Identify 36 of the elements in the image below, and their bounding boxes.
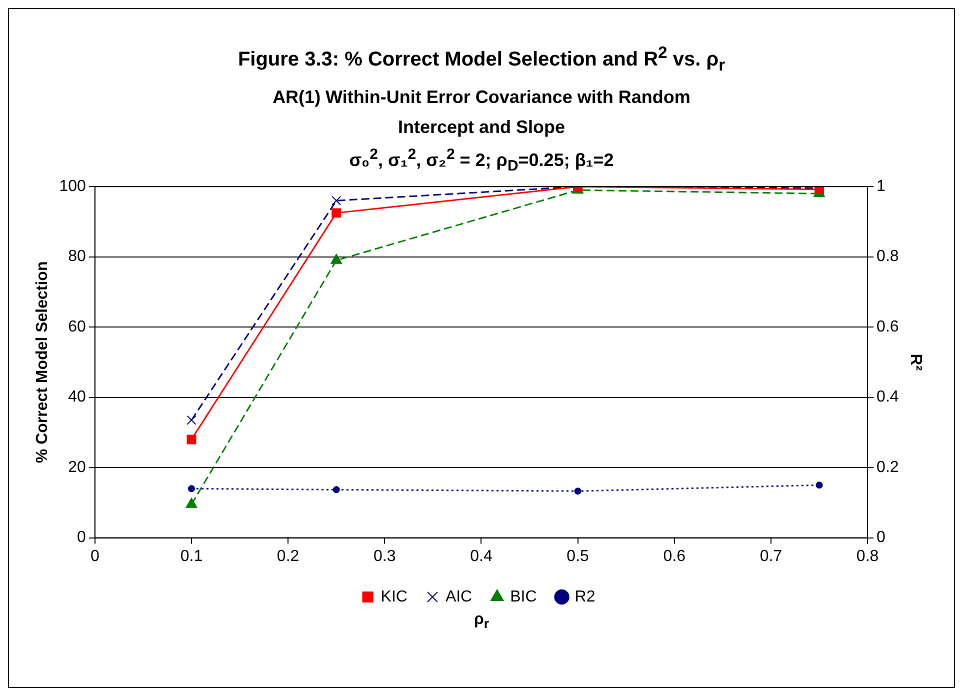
y-axis-title: % Correct Model Selection: [34, 262, 52, 464]
x-tick-label: 0.1: [180, 548, 203, 566]
x-tick-label: 0.5: [566, 548, 590, 566]
x-tick-label: 0: [90, 548, 100, 566]
text: σ₀$^{2}$, σ₁$^{2}$, σ₂$^{2}$ = 2; ρ$_{D}$=0.25; β₁=2: [349, 146, 614, 174]
x-tick-label: 0.2: [276, 548, 300, 566]
chart-title: Figure 3.3: % Correct Model Selection and R$^{2}$ vs. ρ$_{r}$: [236, 43, 726, 76]
y-tick-label: 80: [68, 248, 86, 266]
y2-tick-label: 0.4: [876, 388, 899, 406]
y2-tick-label: 0.8: [876, 248, 899, 266]
point: [332, 196, 342, 206]
y-tick-label: 20: [68, 459, 86, 476]
point: [332, 208, 342, 218]
legend-label: R2: [574, 588, 596, 606]
x-tick-label: 0.3: [374, 548, 396, 566]
x-tick-label: 0.8: [856, 548, 879, 566]
legend-label: KIC: [380, 588, 408, 606]
legend-label: BIC: [510, 588, 537, 606]
y2-tick-label: 0: [876, 529, 886, 546]
point: [186, 434, 196, 444]
point: [186, 416, 196, 426]
y-tick-label: 100: [59, 178, 86, 196]
legend-label: AIC: [445, 588, 472, 606]
point: [330, 254, 342, 264]
y2-tick-label: 0.6: [876, 318, 899, 336]
point: [186, 498, 198, 508]
y2-tick-label: 0.2: [876, 459, 899, 476]
y2-axis-title: R²: [906, 354, 924, 371]
y-tick-label: 0: [76, 529, 86, 546]
x-axis-title: ρ$_{r}$: [472, 611, 490, 632]
x-tick-label: 0.6: [663, 548, 686, 566]
y-tick-label: 40: [68, 388, 86, 406]
x-tick-label: 0.4: [470, 548, 492, 566]
y2-tick-label: 1: [876, 178, 886, 196]
x-tick-label: 0.7: [760, 548, 782, 566]
y-tick-label: 60: [68, 318, 86, 336]
